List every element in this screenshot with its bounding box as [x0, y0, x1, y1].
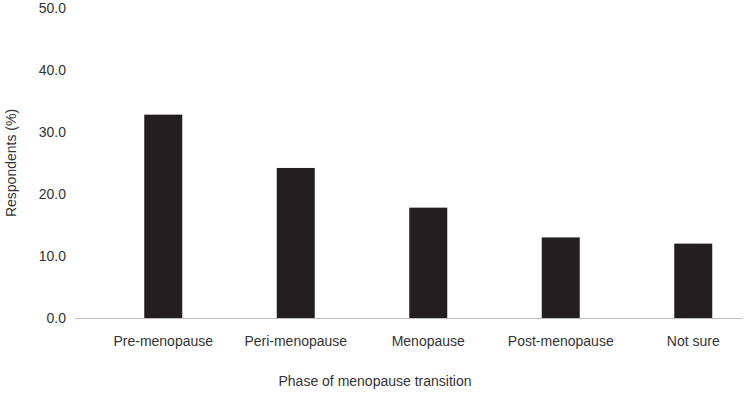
y-tick-label: 10.0 — [39, 248, 66, 264]
bar — [542, 237, 580, 318]
bar — [277, 168, 315, 318]
x-axis — [75, 318, 742, 319]
y-tick-label: 40.0 — [39, 62, 66, 78]
y-axis-label: Respondents (%) — [3, 109, 19, 217]
x-tick-label: Peri-menopause — [244, 333, 347, 349]
bar — [674, 244, 712, 318]
y-tick-label: 0.0 — [47, 310, 67, 326]
x-tick-label: Menopause — [392, 333, 465, 349]
x-tick-label: Pre-menopause — [113, 333, 213, 349]
x-axis-label: Phase of menopause transition — [278, 373, 471, 389]
y-tick-label: 20.0 — [39, 186, 66, 202]
y-tick-label: 50.0 — [39, 0, 66, 16]
x-tick-label: Post-menopause — [508, 333, 614, 349]
bar — [409, 208, 447, 318]
x-tick-label: Not sure — [667, 333, 720, 349]
y-tick-label: 30.0 — [39, 124, 66, 140]
bar — [144, 115, 182, 318]
chart: 0.0 10.0 20.0 30.0 40.0 50.0 Pre-menopause Peri… — [0, 0, 748, 393]
